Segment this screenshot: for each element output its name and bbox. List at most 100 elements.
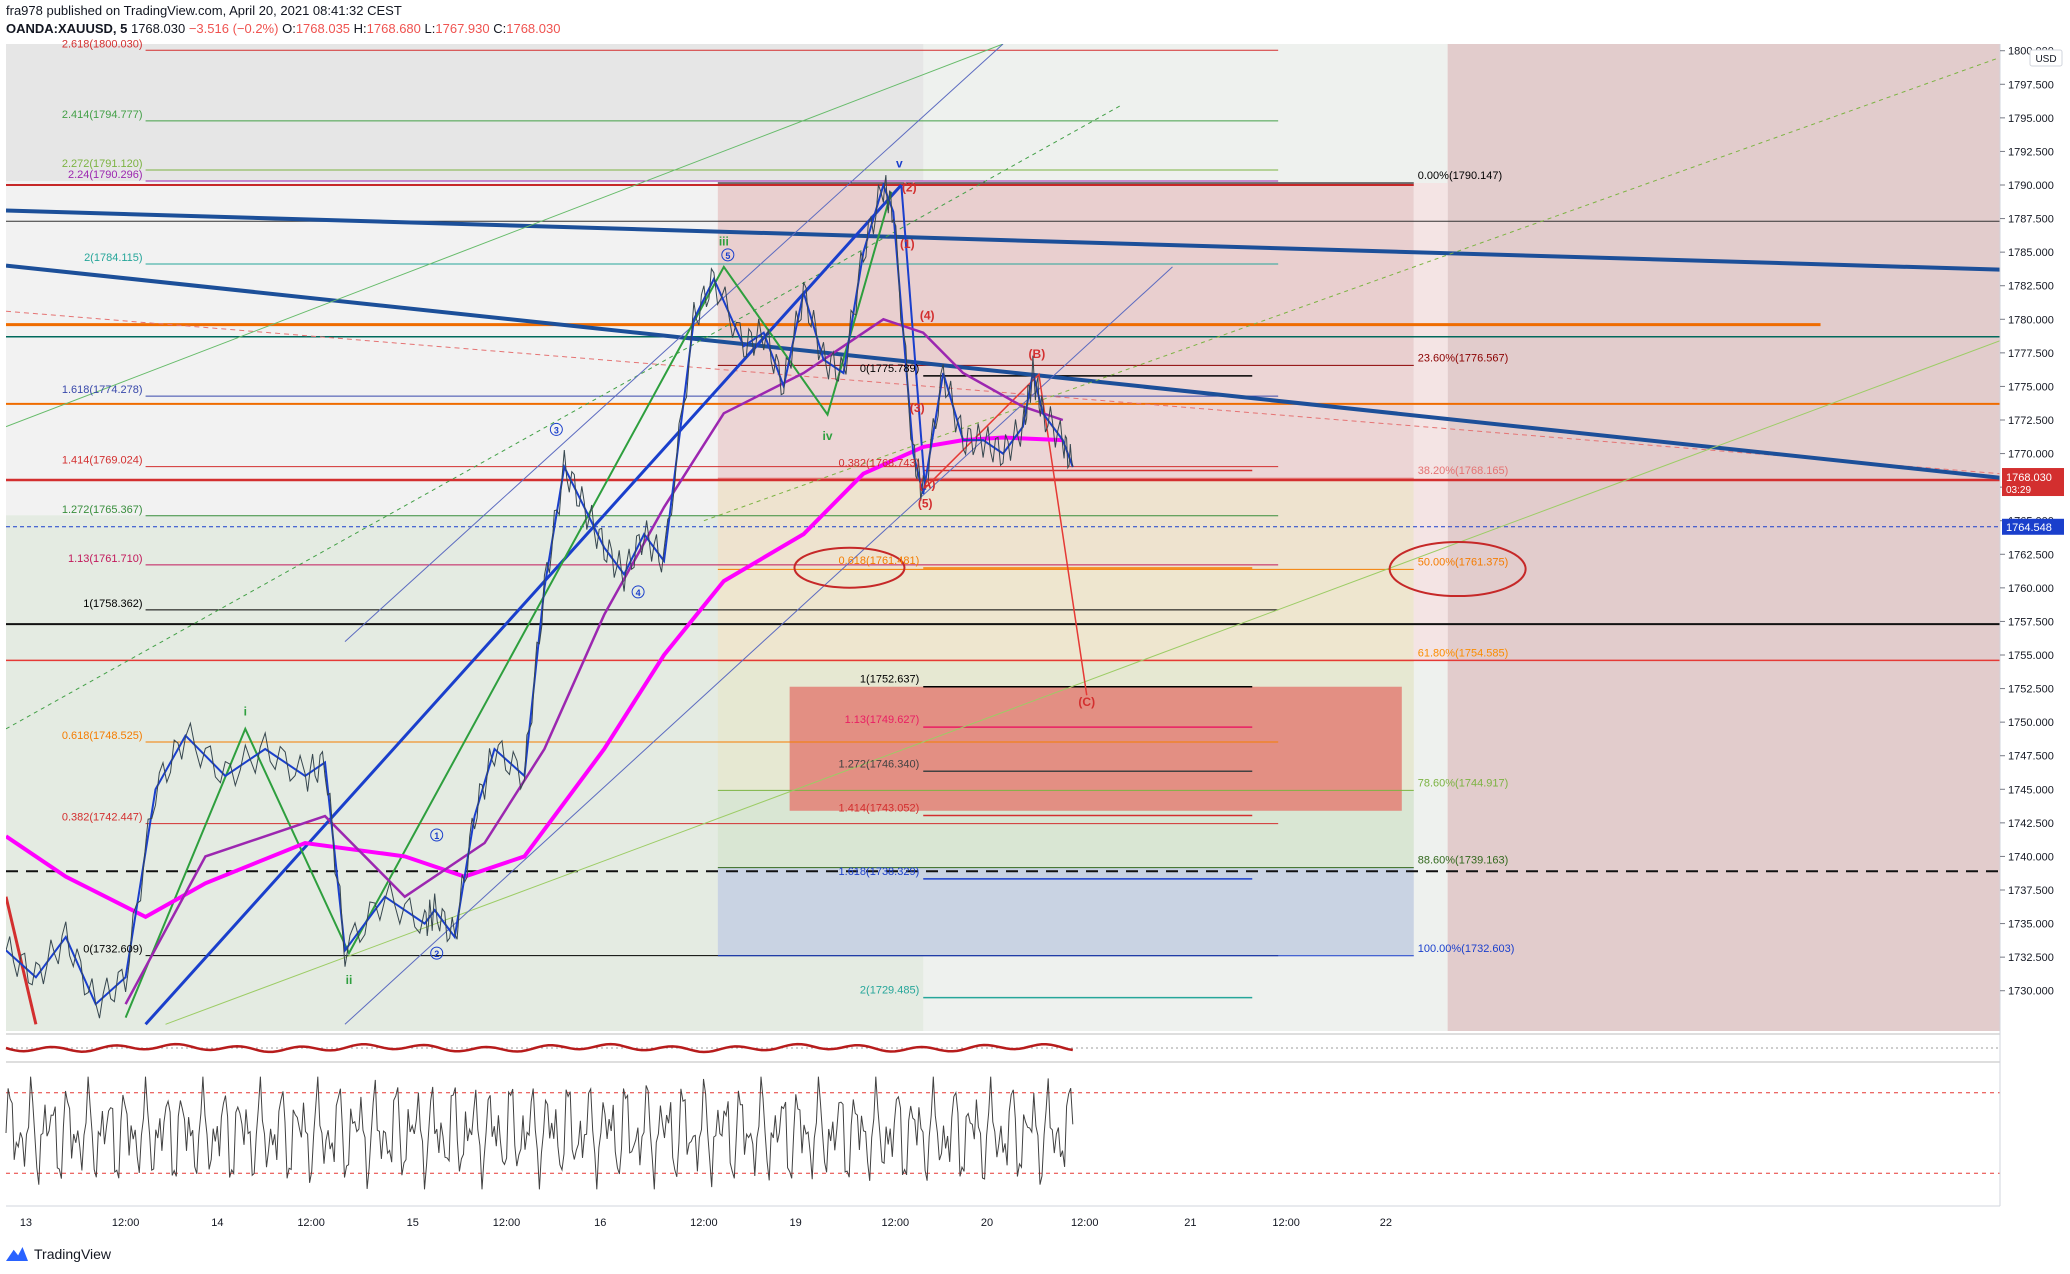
price-tick-18: 1755.000 xyxy=(2008,650,2054,662)
price-tick-21: 1747.500 xyxy=(2008,751,2054,763)
price-chart[interactable]: 2.618(1800.030) 2.414(1794.777) 2.272(1791… xyxy=(0,0,2070,1240)
fib-ret-label-7: 100.00%(1732.603) xyxy=(1418,943,1515,955)
price-tick-7: 1782.500 xyxy=(2008,281,2054,293)
blue-channel-top xyxy=(344,44,1004,642)
price-tick-5: 1787.500 xyxy=(2008,214,2054,226)
low-value: 1767.930 xyxy=(435,21,490,36)
time-tick-2: 14 xyxy=(211,1217,223,1229)
fib-left-label-11: 0.382(1742.447) xyxy=(62,812,143,824)
fib-ret-label-1: 23.60%(1776.567) xyxy=(1418,352,1509,364)
fib-left-label-12: 0(1732.609) xyxy=(83,944,142,956)
time-axis[interactable]: 13 12:00 14 12:00 15 12:00 16 12:00 19 12:00 20 12:… xyxy=(6,1205,2000,1229)
fib-left-label-6: 1.414(1769.024) xyxy=(62,455,143,467)
wave-label-1: ii xyxy=(346,973,353,987)
time-tick-3: 12:00 xyxy=(297,1217,325,1229)
sto-line xyxy=(5,1076,1074,1190)
last-price-countdown: 03:29 xyxy=(2006,485,2031,496)
last-price-tag xyxy=(2002,468,2064,497)
time-tick-8: 19 xyxy=(789,1217,801,1229)
wave-label-3: iv xyxy=(823,429,833,443)
open-label: O: xyxy=(282,21,296,36)
green-channel-top xyxy=(6,44,1004,428)
close-value: 1768.030 xyxy=(506,21,561,36)
fib-labels: 2.618(1800.030) 2.414(1794.777) 2.272(1791… xyxy=(62,38,1515,996)
trendline-upper xyxy=(6,208,2000,272)
fib-mid-label-4: 1.13(1749.627) xyxy=(845,714,920,726)
price-tick-19: 1752.500 xyxy=(2008,684,2054,696)
price-line-tag xyxy=(2002,518,2064,535)
publisher-text: fra978 published on TradingView.com, Apr… xyxy=(6,3,402,18)
fib-ret-label-4: 61.80%(1754.585) xyxy=(1418,648,1509,660)
fib-left-label-4: 2(1784.115) xyxy=(84,252,143,264)
tradingview-logo-icon xyxy=(6,1247,28,1261)
time-tick-5: 12:00 xyxy=(493,1217,521,1229)
time-tick-9: 12:00 xyxy=(882,1217,910,1229)
fib-ret-label-2: 38.20%(1768.165) xyxy=(1418,465,1509,477)
time-tick-1: 12:00 xyxy=(112,1217,140,1229)
wave-circle-6 xyxy=(430,946,444,960)
price-tick-27: 1732.500 xyxy=(2008,952,2054,964)
price-tick-25: 1737.500 xyxy=(2008,885,2054,897)
close-label: C: xyxy=(493,21,507,36)
price-tick-24: 1740.000 xyxy=(2008,851,2054,863)
wave-circle-7 xyxy=(549,422,563,436)
price-tick-8: 1780.000 xyxy=(2008,314,2054,326)
price-tick-2: 1795.000 xyxy=(2008,113,2054,125)
price-axis[interactable]: 1800.0001797.5001795.0001792.5001790.000… xyxy=(1999,44,2070,1206)
price-series-line xyxy=(6,175,1074,1019)
fib-zone-236-382 xyxy=(717,365,1414,479)
currency-label: USD xyxy=(2035,54,2056,65)
wave-label-15: (A) xyxy=(919,477,936,491)
ellipse-mid xyxy=(793,546,906,589)
wave-label-13: (4) xyxy=(920,308,935,322)
wave-c-blue-leg xyxy=(144,183,903,1026)
background-zones xyxy=(6,44,2000,1031)
fib-left-label-8: 1.13(1761.710) xyxy=(68,553,143,565)
price-tick-23: 1742.500 xyxy=(2008,818,2054,830)
wave-circle-8 xyxy=(631,585,645,599)
wave-label-9: 5 xyxy=(725,251,730,261)
wave-label-17: (C) xyxy=(1078,695,1095,709)
wave-label-14: (5) xyxy=(918,496,933,510)
time-tick-12: 21 xyxy=(1184,1217,1196,1229)
time-tick-14: 22 xyxy=(1380,1217,1392,1229)
red-wave-leg xyxy=(6,896,38,1025)
price-tick-15: 1762.500 xyxy=(2008,549,2054,561)
symbol-label[interactable]: OANDA:XAUUSD, 5 xyxy=(6,21,128,36)
wave-label-11: (2) xyxy=(902,181,917,195)
price-tick-4: 1790.000 xyxy=(2008,180,2054,192)
ma-mid-purple xyxy=(124,317,1064,1005)
fib-left-label-0: 2.618(1800.030) xyxy=(62,38,143,50)
time-tick-10: 20 xyxy=(981,1217,993,1229)
fib-left-label-10: 0.618(1748.525) xyxy=(62,730,143,742)
price-tick-9: 1777.500 xyxy=(2008,348,2054,360)
wave-label-4: v xyxy=(896,157,903,171)
tradingview-footer[interactable]: TradingView xyxy=(6,1246,111,1262)
wave-label-12: (3) xyxy=(910,401,925,415)
fib-ret-label-0: 0.00%(1790.147) xyxy=(1418,170,1502,182)
trendline-lower xyxy=(6,263,2000,480)
open-value: 1768.035 xyxy=(295,21,351,36)
target-box xyxy=(789,686,1402,811)
price-tick-22: 1745.000 xyxy=(2008,784,2054,796)
time-tick-6: 16 xyxy=(594,1217,606,1229)
right-gap-zone xyxy=(1413,183,1448,661)
price-tick-3: 1792.500 xyxy=(2008,146,2054,158)
price-series xyxy=(6,175,1527,1019)
price-tick-16: 1760.000 xyxy=(2008,583,2054,595)
wave-label-16: (B) xyxy=(1029,347,1046,361)
time-tick-7: 12:00 xyxy=(690,1217,718,1229)
green-channel-dashed xyxy=(6,103,1123,730)
price-tick-12: 1770.000 xyxy=(2008,449,2054,461)
fib-left-label-1: 2.414(1794.777) xyxy=(62,109,143,121)
time-tick-0: 13 xyxy=(20,1217,32,1229)
green-support-line xyxy=(165,340,2000,1025)
price-tick-17: 1757.500 xyxy=(2008,616,2054,628)
wave-circle-5 xyxy=(430,828,444,842)
fib-mid-label-3: 1(1752.637) xyxy=(860,674,919,686)
price-line-tag-value: 1764.548 xyxy=(2006,522,2052,534)
wave-label-7: 3 xyxy=(554,425,559,435)
currency-box xyxy=(2029,49,2063,67)
